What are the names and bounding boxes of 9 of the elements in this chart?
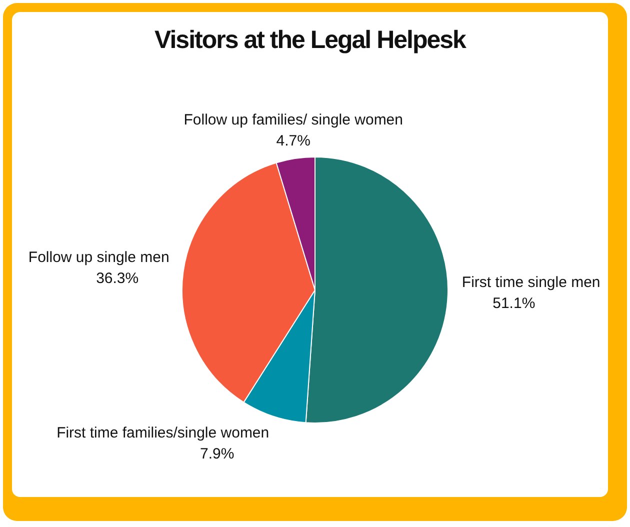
data-label: 7.9% xyxy=(200,446,234,463)
data-label: 51.1% xyxy=(492,295,536,312)
slice-label: Follow up families/ single women xyxy=(184,112,404,129)
slice-label: First time families/single women xyxy=(56,424,270,442)
slice-label: Follow up single men xyxy=(28,249,170,266)
chart-title: Visitors at the Legal Helpesk xyxy=(154,26,468,55)
data-label: 36.3% xyxy=(96,270,139,288)
slice-label: First time single men xyxy=(462,274,600,292)
data-label: 4.7% xyxy=(276,132,310,150)
